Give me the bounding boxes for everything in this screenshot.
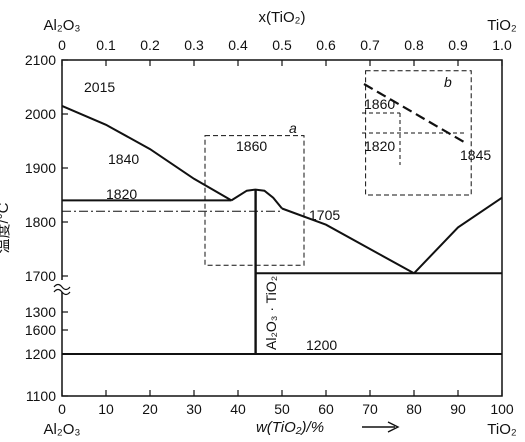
bottom-tick-label: 60 <box>318 401 334 417</box>
box-a-label: a <box>289 120 297 136</box>
bottom-tick-label: 100 <box>490 401 514 417</box>
bottom-tick-label: 90 <box>450 401 466 417</box>
label-1820: 1820 <box>106 186 137 202</box>
left-tick-label: 1800 <box>25 214 56 230</box>
plot-frame <box>61 59 503 397</box>
compound-label: Al₂O₃ · TiO₂ <box>263 276 279 350</box>
left-tick-label: 2000 <box>25 106 56 122</box>
bottom-axis-arrow <box>362 421 400 433</box>
bottom-axis-title: w(TiO₂)/% <box>256 419 324 436</box>
top-tick-label: 1.0 <box>492 37 512 53</box>
label-1705: 1705 <box>309 207 340 223</box>
inset-b-dashed-liquidus <box>363 83 465 143</box>
zoom-box-b <box>365 70 472 196</box>
bottom-tick-label: 40 <box>230 401 246 417</box>
bottom-axis-ticks: 0 10 20 30 40 50 60 70 80 90 100 <box>58 390 514 417</box>
label-1840: 1840 <box>108 151 139 167</box>
left-axis-ticks: 2100 2000 1900 1800 1700 1600 1300 1200 1100 <box>25 52 68 404</box>
left-tick-label: 1900 <box>25 160 56 176</box>
bottom-tick-label: 30 <box>186 401 202 417</box>
liquidus-line <box>230 188 283 210</box>
label-2015: 2015 <box>84 79 115 95</box>
bottom-tick-label: 0 <box>58 401 66 417</box>
top-tick-label: 0.7 <box>360 37 380 53</box>
zoom-boxes <box>204 70 472 266</box>
left-tick-label: 1100 <box>26 388 56 404</box>
left-tick-label: 1300 <box>25 304 56 320</box>
left-tick-label: 1200 <box>25 346 56 362</box>
bottom-tick-label: 80 <box>406 401 422 417</box>
liquidus-line <box>61 104 232 202</box>
inset-b-1860-label: 1860 <box>364 96 395 112</box>
top-axis-right-label: TiO₂ <box>487 17 517 34</box>
label-1200: 1200 <box>306 337 337 353</box>
left-tick-label: 1700 <box>25 268 56 284</box>
bottom-tick-label: 50 <box>274 401 290 417</box>
top-tick-label: 0.8 <box>404 37 424 53</box>
top-tick-label: 0.3 <box>184 37 204 53</box>
box-b-label: b <box>444 74 452 90</box>
left-tick-label: 1600 <box>25 322 56 338</box>
bottom-axis-right-label: TiO₂ <box>487 421 517 438</box>
bottom-tick-label: 10 <box>98 401 114 417</box>
liquidus-line <box>413 196 503 274</box>
left-axis-title: 温度/°C <box>0 202 12 253</box>
left-tick-label: 2100 <box>25 52 56 68</box>
inset-b: 1860 1820 b <box>362 74 465 165</box>
zoom-box-a <box>204 135 305 266</box>
top-tick-label: 0.2 <box>140 37 160 53</box>
top-axis-left-label: Al₂O₃ <box>44 17 81 34</box>
top-tick-label: 0.6 <box>316 37 336 53</box>
top-tick-label: 0.1 <box>96 37 116 53</box>
label-1845: 1845 <box>460 147 491 163</box>
bottom-tick-label: 70 <box>362 401 378 417</box>
liquidus-line <box>281 207 415 275</box>
isotherm-lines <box>62 199 502 355</box>
top-tick-label: 0.9 <box>448 37 468 53</box>
top-axis-ticks: 0 0.1 0.2 0.3 0.4 0.5 0.6 0.7 0.8 0.9 1.0 <box>58 37 512 66</box>
axis-break-mark <box>52 280 72 296</box>
inset-b-1820-label: 1820 <box>364 138 395 154</box>
top-tick-label: 0.5 <box>272 37 292 53</box>
bottom-axis-left-label: Al₂O₃ <box>44 421 81 438</box>
label-1860: 1860 <box>236 138 267 154</box>
bottom-tick-label: 20 <box>142 401 158 417</box>
top-tick-label: 0 <box>58 37 66 53</box>
top-tick-label: 0.4 <box>228 37 248 53</box>
top-axis-title: x(TiO₂) <box>259 9 306 26</box>
